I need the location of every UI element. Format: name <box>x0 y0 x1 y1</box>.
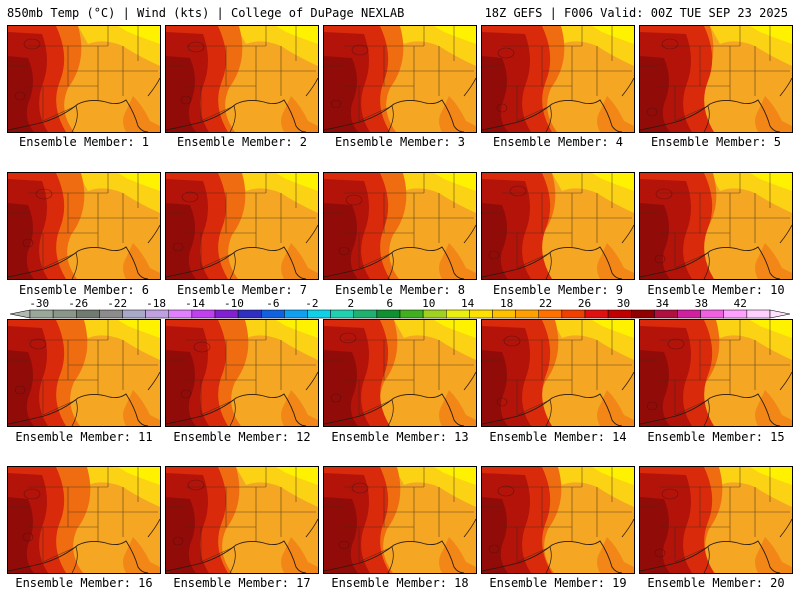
colorbar-segment <box>330 309 354 319</box>
colorbar-segment <box>214 309 239 319</box>
colorbar-segment <box>469 309 493 319</box>
ensemble-member-label: Ensemble Member: 10 <box>647 283 785 297</box>
ensemble-map-panel <box>639 466 793 574</box>
ensemble-member-label: Ensemble Member: 4 <box>492 135 624 149</box>
colorbar-segment <box>654 309 678 319</box>
colorbar-segment <box>515 309 539 319</box>
colorbar-segment <box>723 309 748 319</box>
colorbar-tick-label: -14 <box>185 298 205 310</box>
ensemble-member-label: Ensemble Member: 2 <box>176 135 308 149</box>
ensemble-member-label: Ensemble Member: 17 <box>173 576 311 590</box>
colorbar-segment <box>76 309 100 319</box>
ensemble-map-panel <box>481 25 635 133</box>
colorbar-segment <box>307 309 331 319</box>
colorbar-segment <box>422 309 447 319</box>
ensemble-member-label: Ensemble Member: 20 <box>647 576 785 590</box>
colorbar-segment <box>353 309 378 319</box>
colorbar-tick-label: 26 <box>578 298 591 310</box>
colorbar-segment <box>122 309 146 319</box>
colorbar-segment <box>99 309 123 319</box>
colorbar-segment <box>52 309 77 319</box>
colorbar-segment <box>492 309 516 319</box>
ensemble-map-panel <box>7 172 161 280</box>
ensemble-member-label: Ensemble Member: 14 <box>489 430 627 444</box>
colorbar-tick-label: 14 <box>461 298 475 310</box>
colorbar-segment <box>538 309 563 319</box>
ensemble-map-panel <box>7 25 161 133</box>
colorbar-segment <box>561 309 586 319</box>
colorbar-segment <box>584 309 609 319</box>
model-run-info: 18Z GEFS | F006 Valid: 00Z TUE SEP 23 20… <box>484 6 788 20</box>
colorbar-segment <box>376 309 401 319</box>
ensemble-map-panel <box>481 172 635 280</box>
colorbar-tick-label: 30 <box>617 298 630 310</box>
colorbar-segment <box>261 309 285 319</box>
ensemble-member-label: Ensemble Member: 1 <box>18 135 150 149</box>
ensemble-member-label: Ensemble Member: 8 <box>334 283 466 297</box>
ensemble-member-label: Ensemble Member: 19 <box>489 576 627 590</box>
ensemble-map-panel <box>481 319 635 427</box>
colorbar-segment <box>399 309 424 319</box>
colorbar-segment <box>145 309 169 319</box>
colorbar-tick-label: -22 <box>107 298 127 310</box>
colorbar-tick-label: -2 <box>305 298 318 310</box>
ensemble-map-panel <box>323 25 477 133</box>
ensemble-map-panel <box>639 319 793 427</box>
ensemble-map-panel <box>323 466 477 574</box>
ensemble-map-panel <box>165 319 319 427</box>
colorbar-tick-label: 6 <box>386 298 393 310</box>
colorbar-segment <box>237 309 262 319</box>
ensemble-map-panel <box>323 172 477 280</box>
colorbar-tick-label: 2 <box>348 298 355 310</box>
ensemble-map-panel <box>323 319 477 427</box>
colorbar-segment <box>631 309 655 319</box>
ensemble-member-label: Ensemble Member: 7 <box>176 283 308 297</box>
ensemble-member-label: Ensemble Member: 13 <box>331 430 469 444</box>
ensemble-map-panel <box>165 466 319 574</box>
ensemble-member-label: Ensemble Member: 5 <box>650 135 782 149</box>
colorbar-tick-label: -18 <box>146 298 166 310</box>
colorbar-tick-label: -10 <box>224 298 244 310</box>
colorbar-segment <box>446 309 470 319</box>
ensemble-member-label: Ensemble Member: 3 <box>334 135 466 149</box>
ensemble-map-panel <box>481 466 635 574</box>
ensemble-member-label: Ensemble Member: 11 <box>15 430 153 444</box>
ensemble-member-label: Ensemble Member: 15 <box>647 430 785 444</box>
ensemble-member-label: Ensemble Member: 18 <box>331 576 469 590</box>
page-title: 850mb Temp (°C) | Wind (kts) | College o… <box>7 6 405 20</box>
colorbar-segment <box>168 309 193 319</box>
ensemble-map-panel <box>639 172 793 280</box>
colorbar-tick-label: 42 <box>734 298 747 310</box>
ensemble-map-panel <box>639 25 793 133</box>
ensemble-map-panel <box>7 466 161 574</box>
colorbar-tick-label: 34 <box>656 298 670 310</box>
colorbar-segment <box>746 309 771 319</box>
ensemble-map-panel <box>165 25 319 133</box>
colorbar-tick-label: 38 <box>695 298 708 310</box>
colorbar-tick-label: 10 <box>422 298 435 310</box>
colorbar-tick-label: 22 <box>539 298 552 310</box>
colorbar-tick-label: -26 <box>68 298 88 310</box>
ensemble-map-panel <box>7 319 161 427</box>
colorbar-segment <box>29 309 54 319</box>
colorbar-segment <box>284 309 308 319</box>
colorbar-tick-label: 18 <box>500 298 513 310</box>
colorbar-tick-label: -6 <box>266 298 279 310</box>
colorbar-tick-label: -30 <box>29 298 49 310</box>
colorbar-segment <box>677 309 701 319</box>
ensemble-member-label: Ensemble Member: 6 <box>18 283 150 297</box>
colorbar-segment <box>700 309 724 319</box>
ensemble-member-label: Ensemble Member: 12 <box>173 430 311 444</box>
ensemble-member-label: Ensemble Member: 9 <box>492 283 624 297</box>
colorbar-left-arrow <box>9 309 31 319</box>
colorbar-segment <box>607 309 632 319</box>
colorbar-right-arrow <box>769 309 791 319</box>
colorbar-segment <box>191 309 216 319</box>
ensemble-map-panel <box>165 172 319 280</box>
temperature-colorbar: -30 -26 -22 -18 -14 -10 -6 -2 2 6 10 14 18 22 26 30 34 38… <box>9 298 791 319</box>
ensemble-member-label: Ensemble Member: 16 <box>15 576 153 590</box>
